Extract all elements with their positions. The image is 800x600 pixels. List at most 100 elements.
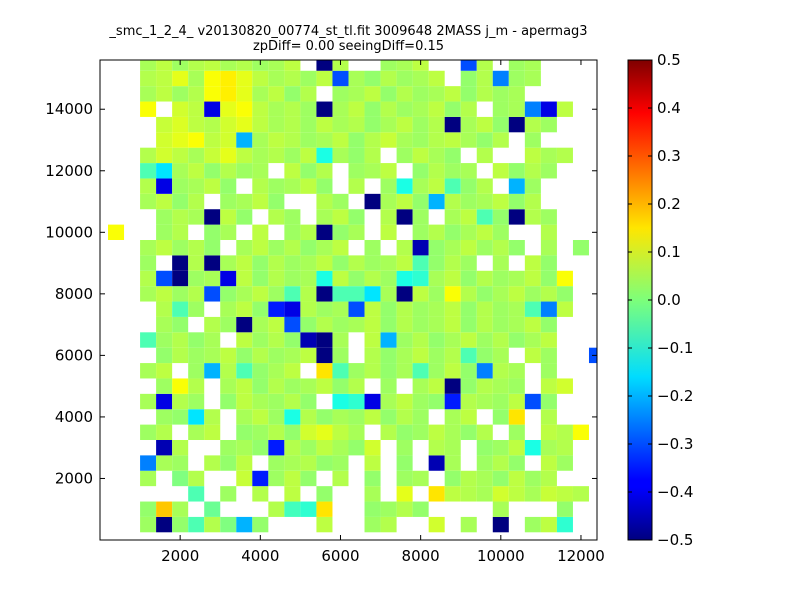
heatmap-cell — [140, 332, 157, 348]
heatmap-cell — [364, 193, 381, 210]
heatmap-cell — [172, 163, 189, 179]
colorbar-tick-label: 0.1 — [657, 243, 681, 261]
heatmap-cell — [540, 409, 557, 425]
heatmap-cell — [156, 193, 173, 210]
heatmap-cell — [300, 255, 317, 271]
heatmap-cell — [428, 363, 445, 379]
heatmap-cell — [284, 70, 301, 87]
heatmap-cell — [172, 347, 189, 364]
heatmap-cell — [428, 440, 445, 456]
heatmap-cell — [156, 409, 173, 425]
y-tick-label: 10000 — [45, 223, 93, 241]
heatmap-cell — [316, 193, 333, 210]
heatmap-cell — [332, 424, 349, 440]
heatmap-cell — [396, 209, 413, 225]
heatmap-cell — [156, 301, 173, 317]
heatmap-cell — [540, 516, 557, 533]
heatmap-cell — [252, 440, 269, 456]
heatmap-cell — [492, 163, 509, 179]
heatmap-cell — [476, 270, 493, 287]
heatmap-cell — [204, 70, 221, 87]
heatmap-cell — [156, 378, 173, 394]
heatmap-cell — [204, 86, 221, 102]
heatmap-cell — [252, 86, 269, 102]
heatmap-cell — [252, 101, 269, 117]
heatmap-cell — [252, 240, 269, 256]
x-tick-label: 2000 — [161, 547, 199, 565]
heatmap-cell — [396, 440, 413, 456]
heatmap-cell — [412, 86, 429, 102]
heatmap-cell — [380, 301, 397, 317]
heatmap-cell — [364, 255, 381, 271]
heatmap-cell — [236, 147, 253, 164]
heatmap-cell — [524, 60, 541, 71]
heatmap-cell — [444, 301, 461, 317]
heatmap-cell — [140, 86, 157, 102]
heatmap-cell — [444, 486, 461, 502]
heatmap-cell — [204, 347, 221, 364]
heatmap-cell — [300, 501, 317, 517]
heatmap-cell — [412, 224, 429, 240]
heatmap-cell — [300, 270, 317, 287]
heatmap-cell — [396, 255, 413, 271]
heatmap-cell — [300, 163, 317, 179]
heatmap-cell — [236, 163, 253, 179]
heatmap-cell — [476, 193, 493, 210]
heatmap-cell — [316, 455, 333, 471]
heatmap-cell — [156, 270, 173, 287]
heatmap-cell — [492, 240, 509, 256]
heatmap-cell — [188, 101, 205, 117]
heatmap-cell — [460, 286, 477, 302]
heatmap-cell — [460, 424, 477, 440]
heatmap-cell — [476, 224, 493, 240]
y-tick-label: 14000 — [45, 100, 93, 118]
heatmap-cell — [428, 147, 445, 164]
heatmap-cell — [380, 270, 397, 287]
heatmap-cell — [284, 270, 301, 287]
heatmap-cell — [412, 193, 429, 210]
heatmap-cell — [508, 116, 525, 133]
heatmap-cell — [476, 363, 493, 379]
heatmap-cell — [332, 86, 349, 102]
x-tick-label: 12000 — [557, 547, 605, 565]
heatmap-cell — [444, 101, 461, 117]
heatmap-cell — [220, 163, 237, 179]
heatmap-cell — [348, 393, 365, 410]
heatmap-cell — [396, 347, 413, 364]
y-tick-label: 4000 — [55, 408, 93, 426]
heatmap-cell — [300, 101, 317, 117]
heatmap-cell — [300, 178, 317, 194]
heatmap-cell — [252, 116, 269, 133]
heatmap-cell — [156, 501, 173, 517]
heatmap-cell — [300, 332, 317, 348]
heatmap-cell — [428, 347, 445, 364]
heatmap-cell — [556, 147, 573, 164]
heatmap-cell — [444, 86, 461, 102]
heatmap-cell — [508, 240, 525, 256]
heatmap-cell — [252, 178, 269, 194]
heatmap-cell — [492, 209, 509, 225]
heatmap-cell — [412, 255, 429, 271]
heatmap-cell — [364, 240, 381, 256]
heatmap-cell — [460, 193, 477, 210]
heatmap-cell — [188, 363, 205, 379]
heatmap-cell — [140, 163, 157, 179]
heatmap-cell — [332, 270, 349, 287]
heatmap-cell — [348, 363, 365, 379]
heatmap-cell — [156, 147, 173, 164]
heatmap-cell — [460, 378, 477, 394]
heatmap-cell — [540, 316, 557, 333]
heatmap-cell — [236, 193, 253, 210]
heatmap-cell — [300, 347, 317, 364]
heatmap-cell — [188, 424, 205, 440]
heatmap-cell — [252, 301, 269, 317]
heatmap-cell — [508, 163, 525, 179]
colorbar-tick-label: −0.5 — [657, 531, 693, 549]
heatmap-cell — [268, 470, 285, 487]
heatmap-cell — [204, 332, 221, 348]
heatmap-cell — [236, 70, 253, 87]
heatmap-cell — [460, 347, 477, 364]
heatmap-cell — [140, 60, 157, 71]
heatmap-cell — [396, 501, 413, 517]
heatmap-cell — [204, 455, 221, 471]
